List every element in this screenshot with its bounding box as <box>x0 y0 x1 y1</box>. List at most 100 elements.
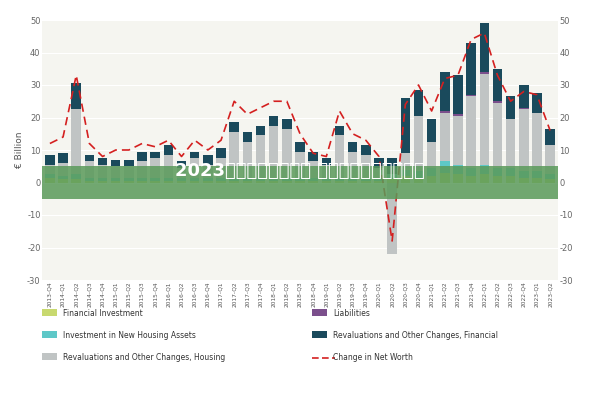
Bar <box>388 182 397 254</box>
Bar <box>58 176 68 179</box>
Bar <box>71 109 81 174</box>
Bar <box>203 181 212 182</box>
Bar <box>388 174 397 179</box>
Bar <box>493 103 502 168</box>
Bar <box>177 181 186 182</box>
Bar <box>414 171 423 178</box>
Bar <box>308 152 318 161</box>
Bar <box>137 152 147 161</box>
Bar <box>137 161 147 178</box>
Bar <box>124 160 134 166</box>
Bar <box>124 181 134 182</box>
Bar <box>45 155 55 165</box>
Bar <box>242 142 252 178</box>
Bar <box>532 178 542 182</box>
Bar <box>295 152 305 178</box>
Bar <box>256 135 265 178</box>
Bar <box>85 155 94 161</box>
Bar <box>374 181 384 182</box>
Bar <box>190 181 199 182</box>
Bar <box>374 178 384 181</box>
Bar <box>361 181 371 182</box>
Bar <box>440 111 449 113</box>
Bar <box>295 142 305 152</box>
Bar <box>388 158 397 174</box>
Bar <box>479 74 489 165</box>
Text: Revaluations and Other Changes, Financial: Revaluations and Other Changes, Financia… <box>333 332 498 340</box>
Bar <box>177 161 186 168</box>
Bar <box>177 178 186 181</box>
Bar <box>401 176 410 182</box>
Text: Revaluations and Other Changes, Housing: Revaluations and Other Changes, Housing <box>63 354 225 362</box>
Bar <box>151 152 160 158</box>
Bar <box>427 142 436 168</box>
Bar <box>190 152 199 158</box>
Bar <box>479 174 489 182</box>
Bar <box>111 181 121 182</box>
Bar <box>269 181 278 182</box>
Bar <box>519 109 529 171</box>
Bar <box>427 119 436 142</box>
Bar <box>427 176 436 182</box>
Bar <box>453 174 463 182</box>
Bar <box>466 176 476 182</box>
Bar <box>256 178 265 181</box>
Bar <box>440 173 449 182</box>
Bar <box>401 170 410 176</box>
Bar <box>506 119 515 168</box>
Bar <box>493 168 502 176</box>
Bar <box>348 181 358 182</box>
Bar <box>229 122 239 132</box>
Bar <box>466 95 476 96</box>
Bar <box>466 96 476 168</box>
Bar <box>348 152 358 178</box>
Bar <box>519 85 529 108</box>
Bar <box>282 181 292 182</box>
Bar <box>85 178 94 181</box>
Bar <box>58 179 68 182</box>
Bar <box>98 158 107 165</box>
Bar <box>295 178 305 181</box>
Bar <box>545 145 555 174</box>
Bar <box>401 153 410 170</box>
Bar <box>414 116 423 171</box>
Bar <box>151 178 160 181</box>
Bar <box>85 181 94 182</box>
Bar <box>190 178 199 181</box>
Bar <box>335 178 344 181</box>
Bar <box>532 93 542 113</box>
Bar <box>71 83 81 109</box>
Bar <box>151 158 160 178</box>
Bar <box>322 181 331 182</box>
Bar <box>216 178 226 181</box>
Y-axis label: € Billion: € Billion <box>15 132 24 168</box>
Bar <box>506 96 515 119</box>
Bar <box>440 72 449 111</box>
Bar <box>282 119 292 129</box>
Bar <box>414 90 423 116</box>
Bar <box>335 135 344 178</box>
Bar <box>388 179 397 182</box>
Bar <box>124 178 134 181</box>
Bar <box>242 181 252 182</box>
Bar <box>45 178 55 182</box>
Text: 2023十大股票配资平台 澳门火锅加盟详情攻略: 2023十大股票配资平台 澳门火锅加盟详情攻略 <box>175 162 425 180</box>
Bar <box>440 161 449 173</box>
Bar <box>111 178 121 181</box>
Bar <box>256 126 265 135</box>
Bar <box>98 165 107 178</box>
Bar <box>545 174 555 179</box>
Bar <box>493 176 502 182</box>
Bar <box>414 178 423 182</box>
Bar <box>519 178 529 182</box>
Bar <box>532 113 542 171</box>
Bar <box>229 132 239 178</box>
Bar <box>203 165 212 178</box>
Bar <box>532 171 542 178</box>
Bar <box>269 116 278 126</box>
Bar <box>164 155 173 178</box>
Bar <box>45 165 55 174</box>
Bar <box>256 181 265 182</box>
Text: Financial Investment: Financial Investment <box>63 310 143 318</box>
Bar <box>216 181 226 182</box>
